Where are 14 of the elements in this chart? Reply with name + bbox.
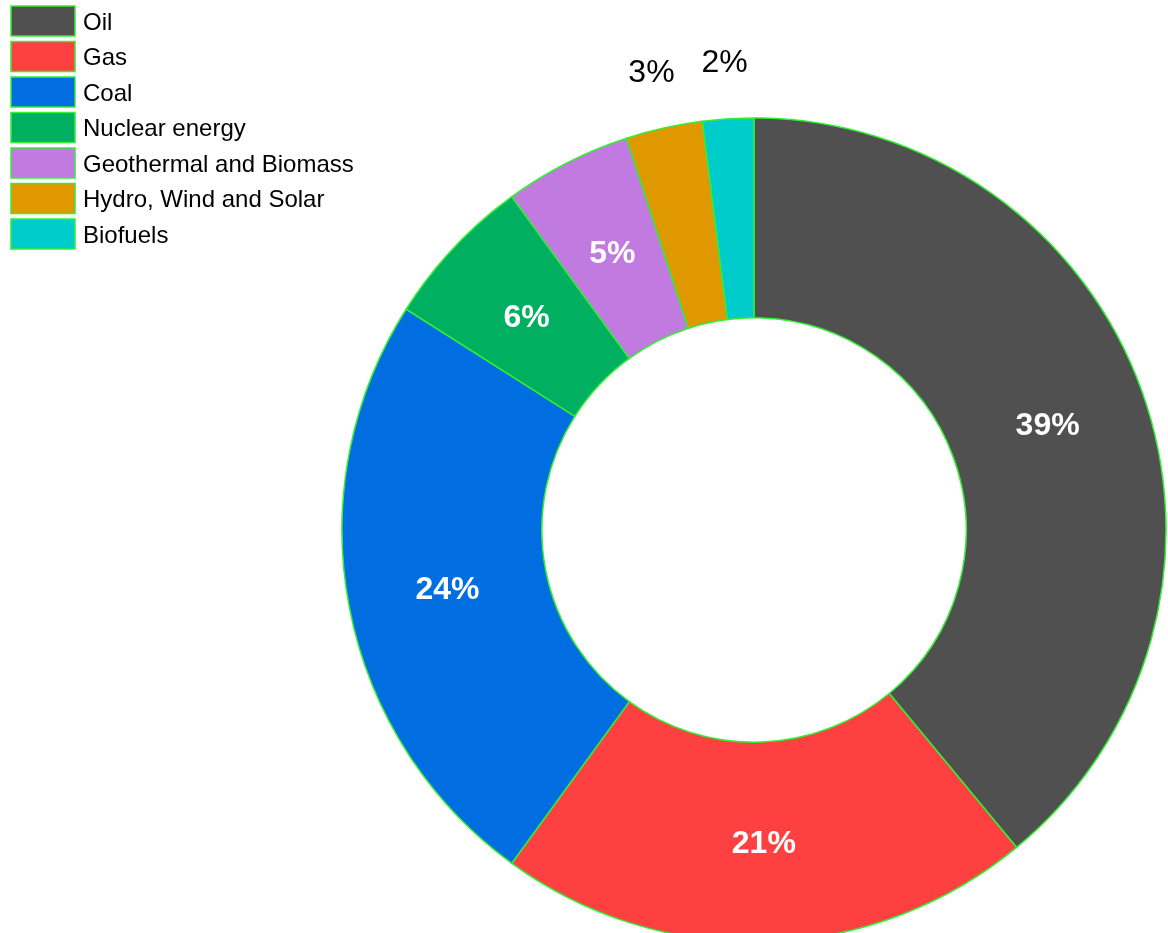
legend-label: Biofuels	[83, 220, 169, 248]
legend-label: Nuclear energy	[83, 114, 246, 141]
data-label: 39%	[1015, 406, 1080, 443]
data-label: 21%	[731, 823, 796, 860]
data-label: 6%	[503, 298, 550, 335]
data-label: 2%	[701, 42, 748, 79]
legend-label: Geothermal and Biomass	[83, 149, 354, 177]
legend-label: Hydro, Wind and Solar	[83, 185, 325, 212]
data-label: 3%	[628, 53, 675, 90]
legend-label: Oil	[83, 7, 113, 35]
legend-label: Coal	[83, 78, 133, 106]
data-label: 24%	[415, 570, 480, 607]
data-label: 5%	[589, 233, 636, 270]
legend-label: Gas	[83, 43, 128, 70]
